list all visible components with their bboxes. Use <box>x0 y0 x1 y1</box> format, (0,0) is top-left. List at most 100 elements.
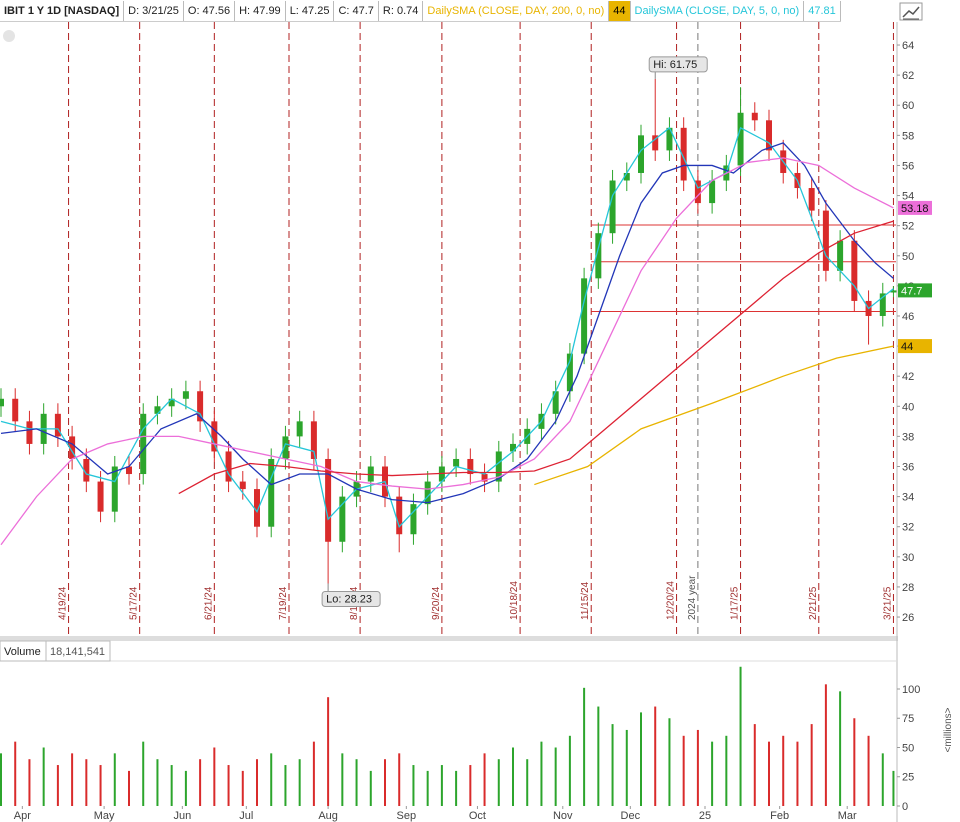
y-tick-label: 32 <box>902 522 914 534</box>
y-tick-label: 62 <box>902 70 914 82</box>
x-tick-label: Mar <box>838 810 857 822</box>
volume-title: Volume <box>4 646 41 658</box>
volume-bar <box>469 765 472 806</box>
candle-body <box>282 436 289 459</box>
volume-bar <box>892 770 895 806</box>
volume-bar <box>0 753 2 806</box>
legend-entry[interactable]: DailySMA (CLOSE, DAY, 5, 0, no) <box>631 0 805 21</box>
volume-bar <box>142 741 145 806</box>
date-marker-label: 12/20/24 <box>666 581 677 620</box>
date-marker-label: 7/19/24 <box>278 586 289 620</box>
volume-bar <box>113 753 116 806</box>
moving-average <box>0 126 894 528</box>
x-tick-label: Oct <box>469 810 486 822</box>
volume-bar <box>853 718 856 806</box>
volume-bar <box>42 747 45 806</box>
y-tick-label: 30 <box>902 552 914 564</box>
candle-body <box>694 180 701 204</box>
candle-body <box>609 180 616 234</box>
candle-body <box>837 240 844 271</box>
volume-bar <box>483 753 486 806</box>
x-tick-label: Aug <box>318 810 338 822</box>
volume-bar <box>867 735 870 806</box>
candle-body <box>26 421 33 444</box>
date-marker-label: 6/21/24 <box>203 586 214 620</box>
collapse-button[interactable] <box>3 30 15 42</box>
volume-bar <box>28 759 31 806</box>
candle-body <box>581 278 588 354</box>
x-tick-label: Nov <box>553 810 573 822</box>
candle-body <box>54 413 61 437</box>
drawing-tool-icon[interactable] <box>899 2 923 21</box>
volume-bar <box>213 747 216 806</box>
candle-body <box>126 466 132 475</box>
volume-bar <box>839 691 842 806</box>
volume-bar <box>753 724 756 806</box>
y-tick-label: 58 <box>902 130 914 142</box>
candle-body <box>239 481 246 490</box>
y-tick-label: 64 <box>902 40 914 52</box>
candle-body <box>481 474 488 482</box>
candle-body <box>680 127 687 181</box>
candle-body <box>766 120 772 151</box>
candle-body <box>310 421 317 459</box>
header-low: L: 47.25 <box>286 0 335 21</box>
volume-bar <box>85 759 88 806</box>
moving-average <box>534 345 894 486</box>
volume-bar <box>682 735 685 806</box>
legend-entry[interactable]: DailySMA (CLOSE, DAY, 200, 0, no) <box>423 0 610 21</box>
legend-value: 44 <box>609 0 631 21</box>
volume-bar <box>512 747 514 806</box>
volume-bar <box>412 765 415 806</box>
annotation-box <box>321 590 381 607</box>
volume-bar <box>71 753 74 806</box>
header-close: C: 47.7 <box>334 0 379 21</box>
volume-bar <box>668 718 671 806</box>
volume-bar <box>384 759 386 806</box>
y-tick-label: 50 <box>902 742 914 754</box>
y-tick-label: 100 <box>902 684 920 696</box>
candle-body <box>623 172 630 181</box>
year-marker-label: 2024 year <box>687 575 698 620</box>
moving-average <box>0 157 894 546</box>
x-tick-label: May <box>94 810 115 822</box>
volume-bar <box>768 741 770 806</box>
volume-bar <box>270 753 273 806</box>
candle-body <box>197 391 204 422</box>
value-tag-box <box>898 200 932 215</box>
volume-bar <box>298 759 301 806</box>
candle-body <box>225 451 232 482</box>
x-tick-label: Jul <box>239 810 253 822</box>
volume-value-box <box>45 640 111 662</box>
volume-bar <box>184 770 187 806</box>
candle-body <box>595 233 602 279</box>
y-tick-label: 52 <box>902 221 914 233</box>
symbol[interactable]: IBIT 1 Y 1D [NASDAQ] <box>0 0 125 21</box>
volume-bar <box>99 765 102 806</box>
y-tick-label: 40 <box>902 401 914 413</box>
volume-bar <box>497 759 500 806</box>
y-tick-label: 28 <box>902 582 914 594</box>
candle-body <box>851 240 858 301</box>
volume-bar <box>327 697 330 806</box>
annotation-label: Lo: 28.23 <box>326 593 372 605</box>
y-tick-label: 25 <box>902 772 914 784</box>
volume-bar <box>540 741 543 806</box>
volume-bar <box>881 753 884 806</box>
x-tick-label: Dec <box>621 810 641 822</box>
candle-body <box>552 391 559 414</box>
volume-bar <box>739 666 742 806</box>
candle-body <box>495 451 502 482</box>
x-tick-label: Sep <box>397 810 417 822</box>
volume-bar <box>696 729 699 806</box>
date-marker-label: 5/17/24 <box>129 586 140 620</box>
candle-body <box>808 188 815 211</box>
candle-body <box>69 436 76 459</box>
candle-body <box>0 398 4 407</box>
candle-body <box>296 421 303 437</box>
y-tick-label: 60 <box>902 100 914 112</box>
volume-bar <box>227 765 230 806</box>
volume-bar <box>526 759 529 806</box>
